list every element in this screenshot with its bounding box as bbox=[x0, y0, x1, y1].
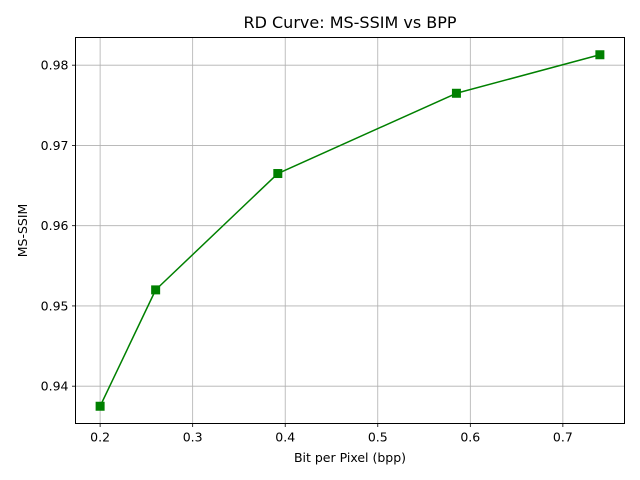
x-tick-label: 0.5 bbox=[368, 430, 388, 445]
series-layer bbox=[95, 50, 605, 411]
grid-layer bbox=[75, 37, 625, 424]
y-tick-label: 0.95 bbox=[41, 298, 69, 313]
chart-title: RD Curve: MS-SSIM vs BPP bbox=[243, 13, 456, 32]
y-tick-label: 0.94 bbox=[41, 379, 69, 394]
data-point-marker bbox=[451, 88, 461, 98]
plot-frame bbox=[75, 37, 625, 424]
y-tick-label: 0.97 bbox=[41, 138, 69, 153]
x-tick-label: 0.7 bbox=[553, 430, 573, 445]
y-tick-label: 0.98 bbox=[41, 58, 69, 73]
data-point-marker bbox=[595, 50, 605, 60]
x-tick-label: 0.2 bbox=[90, 430, 110, 445]
data-point-marker bbox=[95, 401, 105, 411]
x-tick-label: 0.6 bbox=[460, 430, 480, 445]
x-tick-label: 0.4 bbox=[275, 430, 295, 445]
tick-layer: 0.2 0.3 0.4 0.5 0.6 0.7 0.94 0.95 0.96 0.97 0.98 bbox=[41, 58, 573, 445]
x-tick-label: 0.3 bbox=[183, 430, 203, 445]
data-point-marker bbox=[151, 285, 161, 295]
y-tick-label: 0.96 bbox=[41, 218, 69, 233]
y-axis-label: MS-SSIM bbox=[15, 204, 30, 258]
x-axis-label: Bit per Pixel (bpp) bbox=[294, 450, 406, 465]
data-point-marker bbox=[273, 169, 283, 179]
